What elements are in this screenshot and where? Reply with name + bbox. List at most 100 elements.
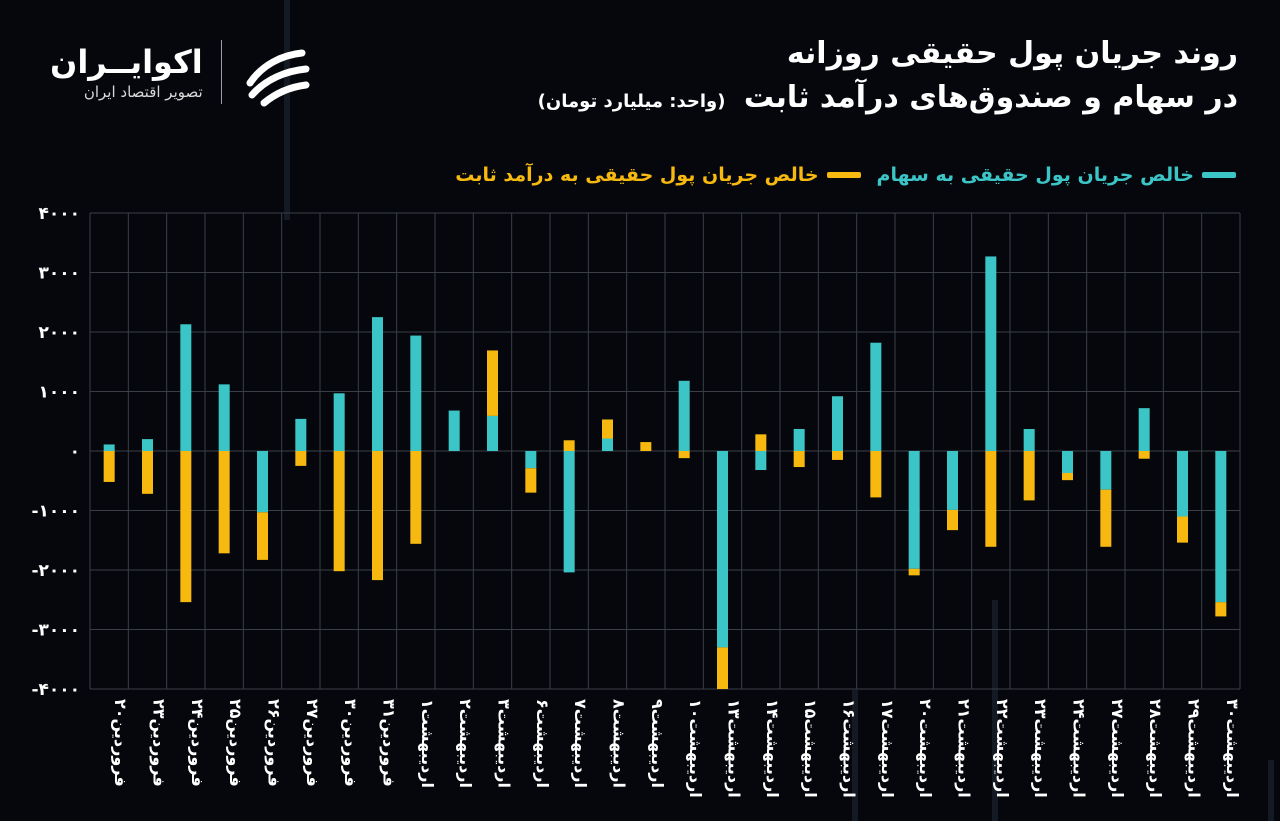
bar-fixed-income bbox=[218, 451, 230, 554]
bar-fixed-income bbox=[1215, 602, 1227, 617]
bar-fixed-income bbox=[295, 451, 307, 466]
bar-stocks bbox=[563, 451, 575, 573]
x-tick-label: فروردین۲۴ bbox=[188, 699, 207, 787]
logo: اکوایــران تصویر اقتصاد ایران bbox=[50, 36, 314, 108]
bar-fixed-income bbox=[793, 451, 805, 468]
x-tick-label: اردیبهشت۳۰ bbox=[1223, 699, 1242, 798]
x-tick-label: اردیبهشت۲۲ bbox=[993, 699, 1012, 798]
bar-fixed-income bbox=[563, 440, 575, 451]
legend-swatch-stocks bbox=[1202, 172, 1236, 178]
bar-stocks bbox=[295, 418, 307, 451]
bar-stocks bbox=[410, 335, 422, 451]
bar-fixed-income bbox=[908, 568, 920, 576]
bar-stocks bbox=[1177, 451, 1188, 517]
legend-item-stocks: خالص جریان پول حقیقی به سهام bbox=[877, 164, 1236, 186]
x-tick-label: اردیبهشت۹ bbox=[648, 699, 667, 788]
y-tick-label: -۳۰۰۰ bbox=[31, 621, 80, 641]
legend-swatch-fixed-income bbox=[826, 172, 861, 178]
y-tick-label: ۱۰۰۰ bbox=[38, 383, 80, 403]
x-tick-label: فروردین۳۱ bbox=[380, 699, 399, 787]
x-tick-label: اردیبهشت۱۷ bbox=[878, 699, 897, 798]
unit-label: (واحد: میلیارد تومان) bbox=[537, 91, 726, 112]
title-line-2: در سهام و صندوق‌های درآمد ثابت (واحد: می… bbox=[518, 76, 1238, 124]
title-line-2-text: در سهام و صندوق‌های درآمد ثابت bbox=[743, 80, 1238, 115]
x-tick-label: اردیبهشت۲۱ bbox=[955, 699, 974, 798]
logo-text: اکوایــران تصویر اقتصاد ایران bbox=[50, 42, 203, 102]
y-tick-label: ۴۰۰۰ bbox=[38, 204, 80, 224]
y-tick-label: -۲۰۰۰ bbox=[31, 561, 80, 581]
bar-fixed-income bbox=[103, 451, 115, 482]
bar-stocks bbox=[180, 324, 192, 451]
bar-stocks bbox=[142, 439, 153, 451]
bar-fixed-income bbox=[1062, 473, 1073, 481]
x-tick-label: اردیبهشت۲۸ bbox=[1146, 699, 1165, 798]
x-tick-label: اردیبهشت۱۳ bbox=[725, 699, 744, 798]
title-line-1: روند جریان پول حقیقی روزانه bbox=[786, 36, 1238, 71]
bar-stocks bbox=[908, 451, 920, 569]
bar-fixed-income bbox=[640, 442, 652, 451]
bar-stocks bbox=[1023, 428, 1035, 451]
bar-stocks bbox=[333, 393, 345, 451]
bar-stocks bbox=[602, 438, 613, 451]
x-tick-label: اردیبهشت۲۹ bbox=[1185, 699, 1204, 798]
bar-fixed-income bbox=[755, 434, 767, 451]
x-tick-label: اردیبهشت۲ bbox=[456, 699, 475, 788]
bar-fixed-income bbox=[1100, 489, 1112, 547]
bar-fixed-income bbox=[985, 451, 997, 547]
bar-fixed-income bbox=[410, 451, 422, 544]
bar-stocks bbox=[257, 451, 268, 513]
y-tick-label: -۱۰۰۰ bbox=[31, 502, 80, 522]
legend-label-stocks: خالص جریان پول حقیقی به سهام bbox=[876, 164, 1194, 186]
bar-stocks bbox=[525, 451, 537, 469]
legend: خالص جریان پول حقیقی به سهام خالص جریان … bbox=[455, 164, 1236, 186]
bar-fixed-income bbox=[333, 451, 345, 572]
bar-fixed-income bbox=[487, 350, 498, 416]
x-tick-label: اردیبهشت۷ bbox=[571, 699, 590, 788]
bar-stocks bbox=[448, 410, 460, 451]
x-tick-label: اردیبهشت۱۶ bbox=[840, 699, 859, 798]
logo-subtitle: تصویر اقتصاد ایران bbox=[83, 83, 203, 101]
bar-fixed-income bbox=[602, 419, 613, 439]
bar-fixed-income bbox=[1023, 451, 1035, 501]
bar-stocks bbox=[1100, 451, 1112, 490]
background-decoration bbox=[284, 0, 290, 220]
logo-mark-icon bbox=[246, 49, 310, 107]
bar-stocks bbox=[1138, 408, 1150, 451]
x-tick-label: اردیبهشت۱۰ bbox=[686, 699, 705, 798]
bar-fixed-income bbox=[180, 451, 192, 603]
bar-fixed-income bbox=[1177, 516, 1188, 543]
logo-name: اکوایــران bbox=[50, 43, 203, 81]
y-tick-label: ۳۰۰۰ bbox=[38, 264, 80, 284]
bar-fixed-income bbox=[525, 468, 537, 493]
bar-stocks bbox=[717, 451, 728, 648]
background-decoration bbox=[1268, 760, 1274, 821]
x-tick-label: اردیبهشت۱۵ bbox=[801, 699, 820, 798]
bar-stocks bbox=[1062, 451, 1073, 474]
x-tick-label: فروردین۳۰ bbox=[341, 699, 360, 787]
bar-fixed-income bbox=[947, 509, 958, 531]
x-tick-label: اردیبهشت۳ bbox=[495, 699, 514, 788]
chart-title: روند جریان پول حقیقی روزانه در سهام و صن… bbox=[518, 32, 1238, 124]
bar-fixed-income bbox=[257, 512, 268, 560]
bar-stocks bbox=[985, 256, 997, 451]
bar-stocks bbox=[372, 317, 383, 451]
x-tick-label: فروردین۲۵ bbox=[226, 699, 245, 787]
bar-stocks bbox=[103, 444, 115, 451]
legend-label-fixed-income: خالص جریان پول حقیقی به درآمد ثابت bbox=[455, 164, 819, 186]
x-tick-label: فروردین۲۷ bbox=[303, 699, 322, 787]
x-tick-label: اردیبهشت۲۴ bbox=[1070, 699, 1089, 798]
bar-stocks bbox=[793, 428, 805, 451]
logo-divider bbox=[220, 40, 222, 104]
x-tick-label: اردیبهشت۱۴ bbox=[763, 699, 782, 798]
bar-stocks bbox=[832, 396, 843, 451]
bar-stocks bbox=[1215, 451, 1227, 603]
x-tick-label: اردیبهشت۲۳ bbox=[1031, 699, 1050, 798]
y-tick-label: ۲۰۰۰ bbox=[38, 323, 80, 343]
bar-stocks bbox=[678, 380, 690, 451]
x-tick-label: اردیبهشت۱ bbox=[418, 699, 437, 788]
bar-fixed-income bbox=[372, 451, 383, 581]
x-tick-label: اردیبهشت۸ bbox=[610, 699, 629, 788]
legend-item-fixed-income: خالص جریان پول حقیقی به درآمد ثابت bbox=[455, 164, 861, 186]
y-tick-label: -۴۰۰۰ bbox=[31, 680, 80, 700]
